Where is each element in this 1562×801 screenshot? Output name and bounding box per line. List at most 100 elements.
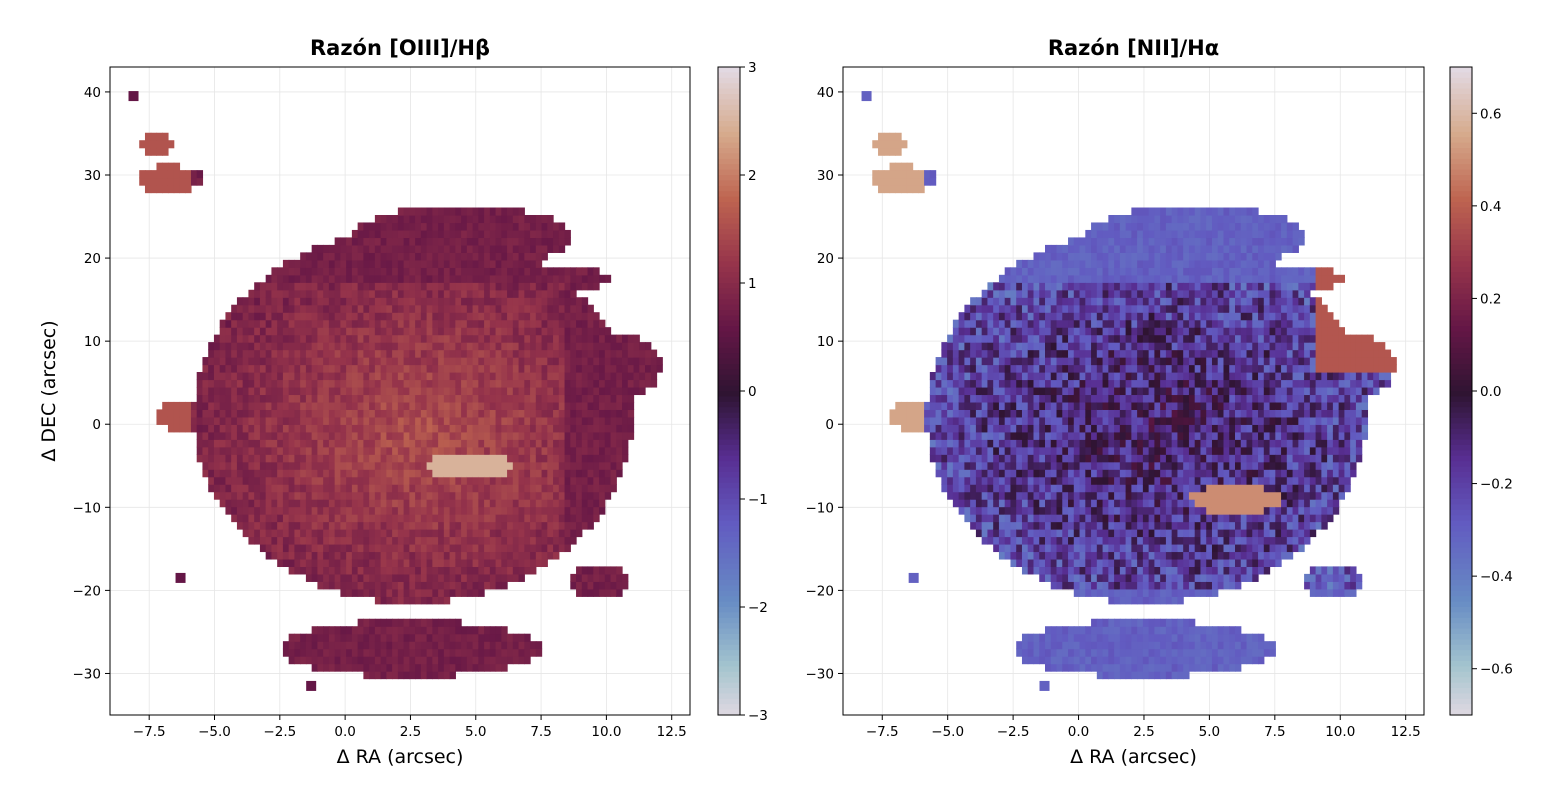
heatmap-pixel: [265, 469, 273, 478]
heatmap-pixel: [1021, 342, 1029, 351]
heatmap-pixel: [288, 543, 296, 553]
heatmap-pixel: [409, 424, 416, 433]
heatmap-pixel: [604, 394, 612, 403]
heatmap-pixel: [346, 581, 353, 590]
heatmap-pixel: [610, 386, 617, 396]
heatmap-pixel: [466, 491, 474, 500]
heatmap-pixel: [363, 663, 370, 672]
heatmap-pixel: [1033, 633, 1040, 642]
heatmap-pixel: [432, 491, 439, 500]
heatmap-pixel: [202, 416, 209, 425]
heatmap-pixel: [254, 401, 261, 410]
heatmap-pixel: [403, 491, 410, 500]
heatmap-pixel: [225, 372, 232, 381]
heatmap-pixel: [507, 558, 514, 568]
heatmap-pixel: [564, 364, 571, 373]
heatmap-pixel: [162, 401, 169, 410]
heatmap-pixel: [535, 551, 543, 560]
heatmap-pixel: [958, 431, 965, 440]
heatmap-pixel: [518, 551, 525, 560]
heatmap-pixel: [271, 476, 278, 485]
heatmap-pixel: [599, 581, 606, 590]
heatmap-pixel: [1021, 304, 1029, 313]
colorbar-segment: [718, 445, 740, 451]
heatmap-pixel: [305, 289, 313, 298]
heatmap-pixel: [432, 357, 439, 366]
heatmap-pixel: [443, 244, 451, 253]
heatmap-pixel: [1016, 551, 1023, 560]
heatmap-pixel: [242, 439, 250, 448]
heatmap-pixel: [1033, 327, 1040, 336]
heatmap-pixel: [998, 551, 1006, 560]
heatmap-pixel: [530, 499, 537, 508]
heatmap-pixel: [1045, 446, 1052, 455]
heatmap-pixel: [1010, 386, 1017, 396]
heatmap-pixel: [1068, 626, 1075, 635]
heatmap-pixel: [576, 386, 583, 396]
heatmap-pixel: [1004, 312, 1012, 321]
colorbar-segment: [718, 504, 740, 511]
heatmap-pixel: [334, 342, 341, 351]
heatmap-pixel: [472, 214, 479, 224]
heatmap-pixel: [998, 297, 1006, 306]
heatmap-pixel: [403, 342, 410, 351]
heatmap-pixel: [478, 409, 485, 418]
heatmap-pixel: [1091, 461, 1098, 470]
heatmap-pixel: [581, 431, 589, 440]
heatmap-pixel: [351, 641, 359, 650]
heatmap-pixel: [323, 364, 330, 373]
heatmap-pixel: [1004, 431, 1012, 440]
heatmap-pixel: [570, 304, 577, 313]
heatmap-pixel: [1045, 244, 1052, 253]
heatmap-pixel: [259, 476, 267, 485]
heatmap-pixel: [461, 424, 468, 433]
heatmap-pixel: [478, 469, 485, 478]
heatmap-pixel: [426, 476, 433, 485]
heatmap-pixel: [403, 469, 410, 478]
heatmap-pixel: [426, 334, 433, 343]
heatmap-pixel: [472, 342, 479, 351]
heatmap-pixel: [941, 431, 948, 440]
heatmap-pixel: [317, 476, 324, 485]
heatmap-pixel: [1010, 357, 1017, 366]
heatmap-pixel: [144, 147, 152, 156]
heatmap-pixel: [1027, 521, 1035, 530]
heatmap-pixel: [386, 372, 393, 381]
heatmap-pixel: [952, 476, 960, 485]
heatmap-pixel: [380, 214, 387, 224]
heatmap-pixel: [975, 506, 983, 515]
heatmap-pixel: [622, 372, 629, 381]
heatmap-pixel: [535, 304, 543, 313]
heatmap-pixel: [392, 214, 399, 224]
heatmap-pixel: [294, 514, 301, 523]
heatmap-pixel: [167, 140, 175, 149]
heatmap-pixel: [1062, 386, 1069, 396]
heatmap-pixel: [564, 289, 571, 298]
heatmap-pixel: [305, 476, 313, 485]
heatmap-pixel: [438, 521, 445, 530]
heatmap-pixel: [895, 177, 902, 186]
heatmap-pixel: [507, 633, 514, 642]
heatmap-pixel: [576, 461, 583, 470]
heatmap-pixel: [1021, 416, 1029, 425]
heatmap-pixel: [553, 446, 560, 455]
heatmap-pixel: [403, 656, 410, 665]
heatmap-pixel: [524, 656, 531, 665]
heatmap-pixel: [524, 431, 531, 440]
colorbar-segment: [718, 180, 740, 187]
heatmap-pixel: [530, 641, 537, 650]
colorbar-segment: [718, 472, 740, 478]
heatmap-pixel: [392, 416, 399, 425]
heatmap-pixel: [271, 543, 278, 553]
heatmap-pixel: [311, 454, 319, 463]
heatmap-pixel: [1085, 461, 1092, 470]
heatmap-pixel: [438, 259, 445, 268]
heatmap-pixel: [386, 289, 393, 298]
heatmap-pixel: [1079, 386, 1086, 396]
heatmap-pixel: [282, 327, 290, 336]
heatmap-pixel: [380, 543, 387, 553]
heatmap-pixel: [173, 170, 181, 179]
heatmap-pixel: [929, 439, 937, 448]
heatmap-pixel: [1045, 297, 1052, 306]
heatmap-pixel: [346, 259, 353, 268]
